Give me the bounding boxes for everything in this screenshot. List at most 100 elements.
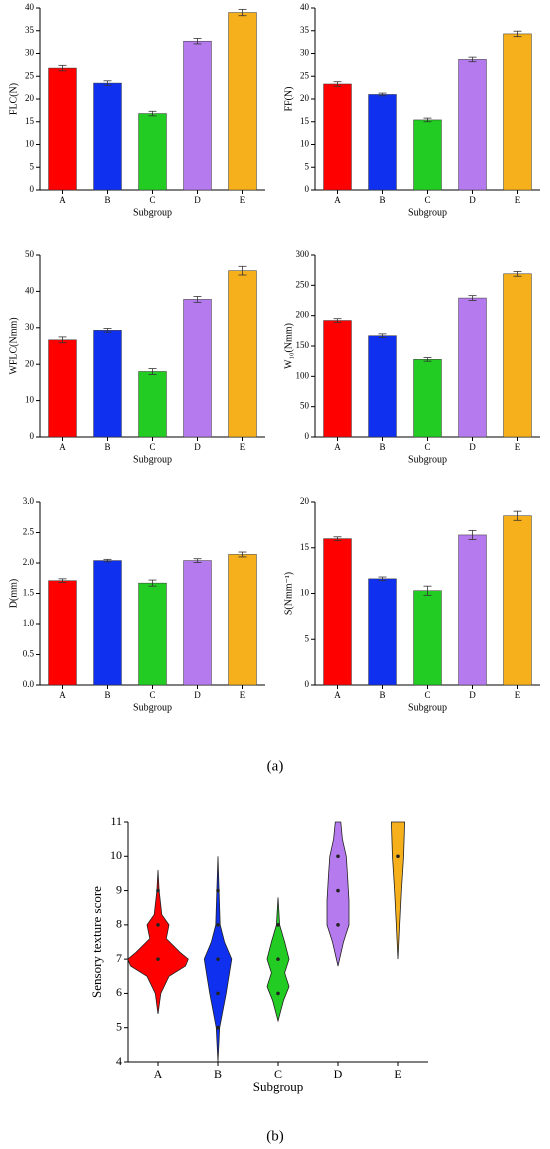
y-tick-label: 50 bbox=[300, 401, 310, 411]
x-tick-label: B bbox=[379, 195, 385, 205]
y-tick-label: 15 bbox=[300, 542, 310, 552]
x-tick-label: E bbox=[515, 442, 521, 452]
chart: 0 5 10 15 20 S(Nmm⁻¹) Subgroup A B C D E bbox=[283, 496, 540, 713]
y-tick-label: 2.0 bbox=[23, 557, 35, 567]
x-tick-label: D bbox=[469, 195, 476, 205]
chart: 0 5 10 15 20 25 30 35 40 FF(N) Subgroup A B C D E bbox=[283, 2, 540, 218]
x-tick-label: B bbox=[104, 442, 110, 452]
y-axis-label: Sensory texture score bbox=[89, 886, 104, 998]
y-tick-label: 250 bbox=[296, 279, 310, 289]
x-axis-label: Subgroup bbox=[408, 207, 447, 218]
y-tick-label: 30 bbox=[300, 48, 310, 58]
bar bbox=[413, 359, 442, 438]
bar bbox=[48, 67, 77, 191]
x-tick-label: A bbox=[59, 195, 66, 205]
x-axis-label: Subgroup bbox=[408, 702, 447, 713]
data-point bbox=[336, 923, 340, 927]
data-point bbox=[216, 991, 220, 996]
y-tick-label: 11 bbox=[110, 814, 122, 828]
y-tick-label: 3.0 bbox=[23, 496, 35, 506]
data-point bbox=[276, 923, 280, 927]
x-tick-label: C bbox=[274, 1067, 282, 1081]
bar bbox=[48, 580, 77, 686]
chart: 4 5 6 7 8 9 10 11 Sensory texture score Subgroup A… bbox=[89, 814, 428, 1094]
data-point bbox=[276, 957, 280, 961]
x-tick-label: D bbox=[194, 442, 201, 452]
y-tick-label: 40 bbox=[25, 2, 35, 12]
data-point bbox=[276, 991, 280, 996]
y-tick-label: 5 bbox=[305, 633, 310, 643]
x-tick-label: A bbox=[334, 442, 341, 452]
x-tick-label: D bbox=[469, 690, 476, 700]
y-tick-label: 1.5 bbox=[23, 588, 35, 598]
data-point bbox=[396, 854, 400, 859]
violin bbox=[390, 821, 406, 960]
y-tick-label: 0 bbox=[305, 184, 310, 194]
bar bbox=[368, 335, 397, 438]
bar bbox=[228, 554, 257, 686]
bar bbox=[323, 83, 352, 191]
data-point bbox=[156, 923, 160, 927]
x-tick-label: B bbox=[104, 690, 110, 700]
x-tick-label: D bbox=[334, 1067, 343, 1081]
y-tick-label: 6 bbox=[116, 985, 122, 999]
bar bbox=[458, 297, 487, 438]
y-tick-label: 15 bbox=[300, 116, 310, 126]
y-tick-label: 35 bbox=[25, 25, 35, 35]
bar bbox=[413, 119, 442, 191]
y-axis-label: W₁₀(Nmm) bbox=[283, 323, 294, 369]
y-tick-label: 20 bbox=[300, 496, 310, 506]
bar bbox=[138, 371, 167, 438]
bar bbox=[93, 330, 122, 438]
y-tick-label: 0 bbox=[305, 431, 310, 441]
bar bbox=[368, 94, 397, 191]
y-tick-label: 20 bbox=[25, 358, 35, 368]
data-point bbox=[216, 923, 220, 927]
bar bbox=[458, 59, 487, 191]
x-tick-label: B bbox=[214, 1067, 222, 1081]
y-tick-label: 10 bbox=[25, 139, 35, 149]
x-tick-label: D bbox=[469, 442, 476, 452]
x-tick-label: D bbox=[194, 195, 201, 205]
y-tick-label: 10 bbox=[110, 848, 122, 862]
y-tick-label: 2.5 bbox=[23, 527, 35, 537]
y-tick-label: 5 bbox=[305, 161, 310, 171]
bar bbox=[458, 534, 487, 686]
x-axis-label: Subgroup bbox=[133, 454, 172, 465]
panel-label: (a) bbox=[267, 758, 284, 774]
data-point bbox=[336, 854, 340, 859]
data-point bbox=[156, 888, 160, 893]
y-tick-label: 30 bbox=[25, 322, 35, 332]
y-tick-label: 10 bbox=[300, 588, 310, 598]
x-tick-label: E bbox=[240, 442, 246, 452]
data-point bbox=[336, 888, 340, 893]
x-tick-label: C bbox=[424, 442, 430, 452]
bar bbox=[183, 560, 212, 686]
data-point bbox=[216, 888, 220, 893]
bar bbox=[138, 582, 167, 686]
x-tick-label: C bbox=[149, 442, 155, 452]
y-axis-label: D(mm) bbox=[8, 579, 19, 608]
data-point bbox=[156, 957, 160, 961]
y-tick-label: 5 bbox=[116, 1019, 122, 1033]
violin bbox=[326, 821, 350, 967]
bar bbox=[503, 33, 532, 191]
x-axis-label: Subgroup bbox=[253, 1079, 304, 1094]
y-tick-label: 10 bbox=[25, 395, 35, 405]
y-tick-label: 4 bbox=[116, 1054, 122, 1068]
bar bbox=[228, 12, 257, 191]
x-tick-label: A bbox=[59, 442, 66, 452]
y-axis-label: WFLC(Nmm) bbox=[8, 317, 19, 374]
bar bbox=[323, 538, 352, 686]
y-tick-label: 30 bbox=[25, 48, 35, 58]
x-tick-label: D bbox=[194, 690, 201, 700]
y-tick-label: 300 bbox=[296, 249, 310, 259]
x-tick-label: E bbox=[240, 690, 246, 700]
bar bbox=[413, 590, 442, 686]
y-tick-label: 150 bbox=[296, 340, 310, 350]
panel-label: (b) bbox=[266, 1128, 284, 1144]
y-tick-label: 9 bbox=[116, 882, 122, 896]
bar bbox=[503, 273, 532, 438]
y-tick-label: 7 bbox=[116, 951, 122, 965]
